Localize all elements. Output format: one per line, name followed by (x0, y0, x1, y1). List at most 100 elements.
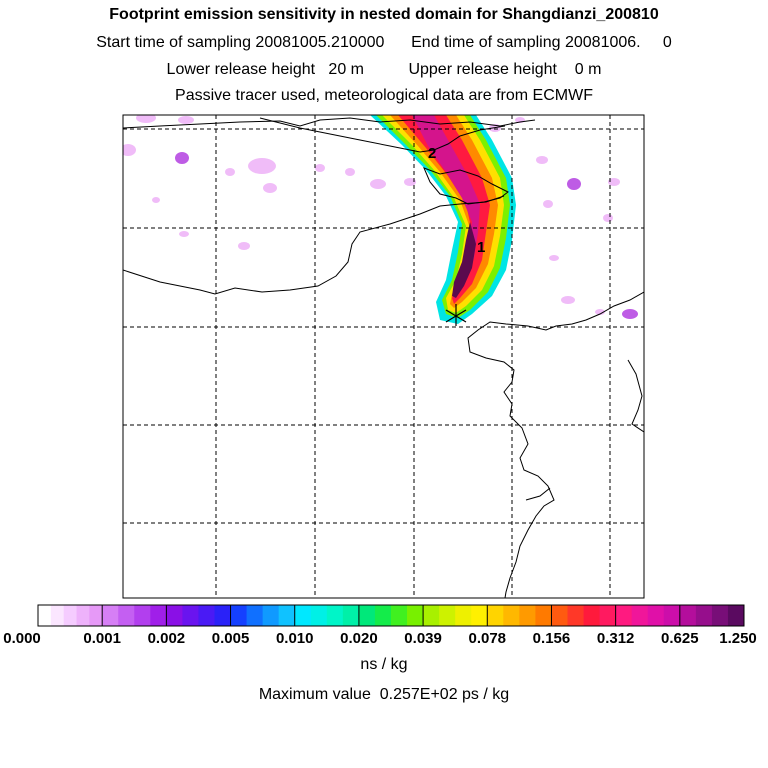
sparse-patch (567, 178, 581, 190)
colorbar-cell (310, 605, 328, 626)
sparse-patch (608, 178, 620, 186)
sparse-patch (123, 144, 136, 156)
sparse-patch (179, 231, 189, 237)
coastline-south (525, 487, 551, 501)
colorbar-cell (102, 605, 119, 626)
colorbar-cell (679, 605, 697, 626)
receptor-marker (445, 304, 467, 326)
colorbar-cell (262, 605, 280, 626)
footprint-plume (370, 115, 516, 324)
colorbar-cell (423, 605, 440, 626)
colorbar-tick-label: 0.010 (275, 630, 314, 647)
colorbar-tick-label: 1.250 (719, 630, 757, 647)
coastlines (123, 117, 644, 598)
colorbar-cell (471, 605, 488, 626)
colorbar-tick-label: 0.312 (596, 630, 635, 647)
colorbar-tick-label: 0.156 (532, 630, 571, 647)
colorbar-tick-label: 0.002 (147, 630, 186, 647)
colorbar-cell (38, 605, 52, 626)
coastline-middle (423, 167, 509, 205)
colorbar-unit: ns / kg (360, 656, 408, 673)
colorbar-cell (455, 605, 472, 626)
release-height-line: Lower release height 20 m Upper release … (166, 61, 602, 78)
colorbar-cell (439, 605, 456, 626)
colorbar-cell (76, 605, 90, 626)
sampling-time-line: Start time of sampling 20081005.210000 E… (96, 34, 672, 51)
colorbar-cell (695, 605, 713, 626)
plume-contour-magenta (412, 115, 480, 300)
colorbar-tick-label: 0.078 (468, 630, 507, 647)
colorbar-tick-label: 0.625 (661, 630, 699, 647)
sparse-patch (152, 197, 160, 203)
plume-contour-core (452, 222, 476, 298)
colorbar-cell (583, 605, 600, 626)
map-panel: 2 1 (123, 115, 644, 598)
colorbar-tick-label: 0.020 (340, 630, 378, 647)
sparse-patch (225, 168, 235, 176)
colorbar-cell (631, 605, 649, 626)
map-frame (122, 114, 645, 599)
lat-lon-grid (123, 115, 644, 598)
map-background (123, 115, 644, 598)
colorbar-border (37, 604, 745, 627)
sparse-patch (561, 296, 575, 304)
sparse-patch (238, 242, 250, 250)
colorbar-cell (711, 605, 729, 626)
colorbar-cell (535, 605, 552, 626)
border-west (123, 195, 505, 295)
colorbar-cell (647, 605, 665, 626)
map-title: Footprint emission sensitivity in nested… (109, 6, 659, 23)
colorbar-cell (503, 605, 520, 626)
colorbar-cell (519, 605, 536, 626)
colorbar-cell (551, 605, 568, 626)
plume-label-2: 2 (428, 145, 436, 162)
colorbar-cell (391, 605, 408, 626)
plume-label-1: 1 (477, 239, 485, 256)
colorbar-cell (374, 605, 392, 626)
colorbar-cell (166, 605, 183, 626)
sparse-patch (549, 255, 559, 261)
colorbar-cell (118, 605, 135, 626)
sparse-patch (263, 183, 277, 193)
colorbar-cell (663, 605, 681, 626)
colorbar-cell (230, 605, 247, 626)
colorbar-tick-label: 0.039 (404, 630, 442, 647)
colorbar-cell (487, 605, 504, 626)
sparse-patch (543, 200, 553, 208)
colorbar-cell (134, 605, 151, 626)
border-central (259, 117, 506, 153)
colorbar-cell (294, 605, 312, 626)
colorbar-cell (727, 605, 745, 626)
colorbar-cell (198, 605, 215, 626)
colorbar-cell (599, 605, 617, 626)
sparse-patch (622, 309, 638, 319)
colorbar-cell (342, 605, 360, 626)
coastline-northern (123, 117, 536, 129)
colorbar-tick-label: 0.005 (211, 630, 250, 647)
colorbar-cell (214, 605, 231, 626)
plume-contour-red (398, 115, 490, 304)
colorbar-cell (89, 605, 103, 626)
colorbar-cell (150, 605, 167, 626)
colorbar (37, 604, 745, 627)
colorbar-cell (246, 605, 264, 626)
maximum-value-line: Maximum value 0.257E+02 ps / kg (258, 686, 510, 703)
sparse-patch (536, 156, 548, 164)
colorbar-cell (615, 605, 633, 626)
colorbar-cell (407, 605, 424, 626)
colorbar-cell (50, 605, 65, 626)
colorbar-cell (63, 605, 77, 626)
sparse-patch (595, 309, 605, 315)
colorbar-cell (567, 605, 584, 626)
sparse-patch (345, 168, 355, 176)
colorbar-cell (278, 605, 296, 626)
tracer-info-line: Passive tracer used, meteorological data… (175, 87, 593, 104)
colorbar-tick-label: 0.000 (3, 630, 41, 647)
colorbar-cell (358, 605, 376, 626)
sparse-patch (178, 116, 194, 124)
coastline-east (467, 291, 644, 598)
sparse-patch (315, 164, 325, 172)
sparse-patch (370, 179, 386, 189)
colorbar-cell (182, 605, 199, 626)
